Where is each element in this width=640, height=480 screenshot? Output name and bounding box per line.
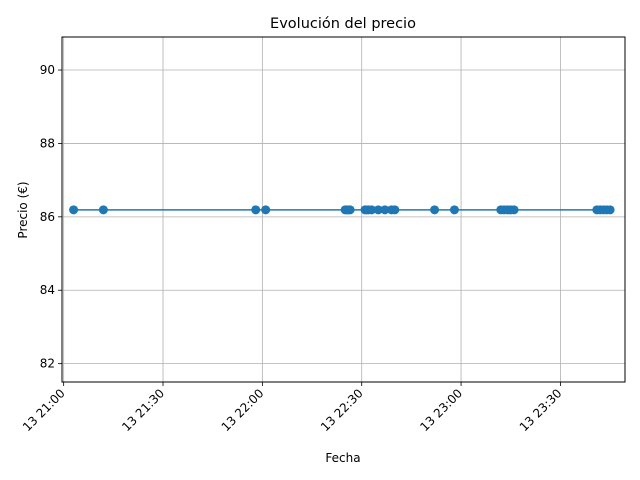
data-point xyxy=(345,205,355,215)
x-tick-label: 13 22:00 xyxy=(219,386,267,434)
chart-title: Evolución del precio xyxy=(270,16,416,32)
data-point xyxy=(98,205,108,215)
data-point xyxy=(69,205,79,215)
data-point xyxy=(390,205,400,215)
data-point xyxy=(367,205,377,215)
series-price xyxy=(69,205,615,215)
data-point xyxy=(261,205,271,215)
x-axis: 13 21:00 13 21:30 13 22:00 13 22:30 13 23:00… xyxy=(20,382,565,434)
x-tick-label: 13 21:00 xyxy=(20,386,68,434)
y-axis-label: Precio (€) xyxy=(16,181,30,238)
x-tick-label: 13 22:30 xyxy=(318,386,366,434)
data-point xyxy=(373,205,383,215)
x-tick-label: 13 23:30 xyxy=(517,386,565,434)
y-tick-label: 86 xyxy=(40,210,55,224)
plot-area-frame xyxy=(61,36,626,383)
data-point xyxy=(380,205,390,215)
y-tick-label: 90 xyxy=(40,63,55,77)
y-tick-label: 88 xyxy=(40,136,55,150)
x-tick-label: 13 23:00 xyxy=(417,386,465,434)
data-point xyxy=(449,205,459,215)
grid-lines xyxy=(62,37,625,382)
data-point xyxy=(430,205,440,215)
data-point xyxy=(509,205,519,215)
y-tick-label: 84 xyxy=(40,283,55,297)
x-tick-label: 13 21:30 xyxy=(119,386,167,434)
data-point xyxy=(605,205,615,215)
y-axis: 82 84 86 88 90 xyxy=(40,63,62,371)
x-axis-label: Fecha xyxy=(325,451,360,465)
y-tick-label: 82 xyxy=(40,357,55,371)
data-point xyxy=(251,205,261,215)
